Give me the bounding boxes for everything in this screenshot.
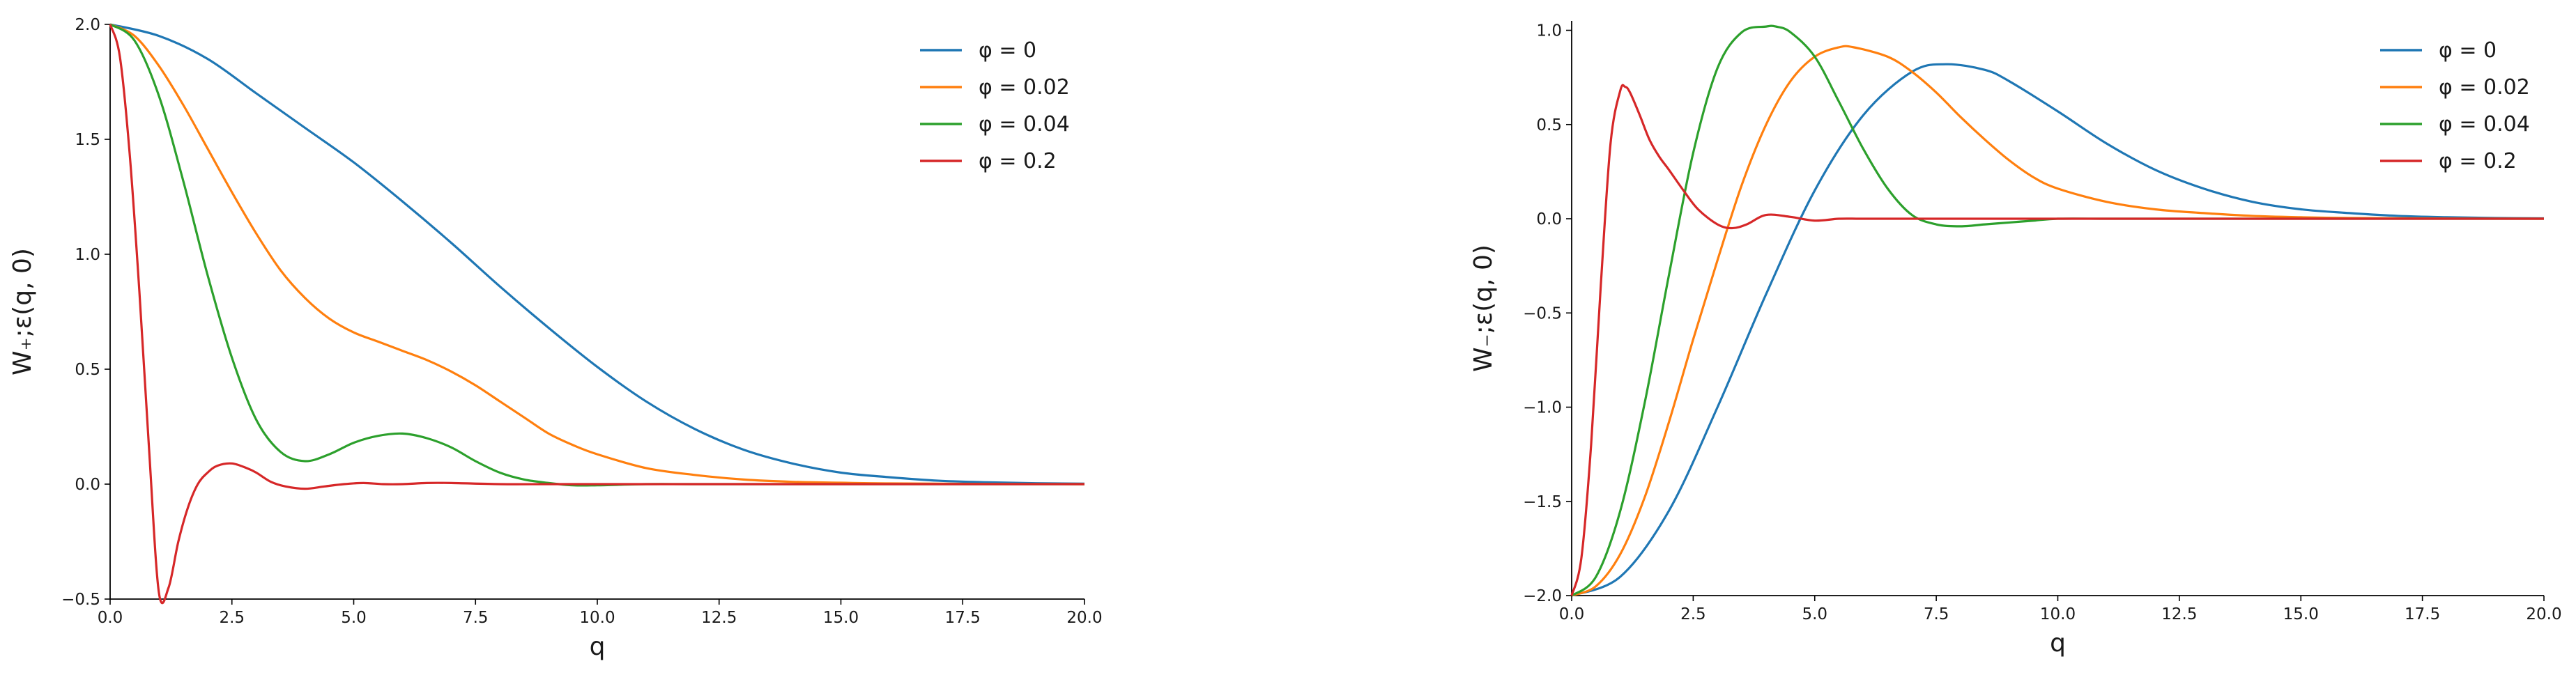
x-tick-label: 0.0 [1559, 605, 1585, 623]
x-tick-label: 17.5 [2405, 605, 2440, 623]
x-tick-label: 0.0 [98, 609, 123, 627]
y-tick-label: −0.5 [1523, 304, 1562, 323]
x-tick-label: 5.0 [341, 609, 367, 627]
x-tick-label: 12.5 [2161, 605, 2197, 623]
chart-panel-2: 0.0 2.5 5.0 7.5 10.0 12.5 15.0 17.5 20.0 −2.0 −1.5… [1469, 21, 2562, 658]
legend-label: φ = 0.02 [2439, 75, 2530, 100]
x-tick-label: 12.5 [701, 609, 737, 627]
y-tick-label: −1.5 [1523, 493, 1562, 511]
y-tick-label: −0.5 [61, 591, 100, 609]
legend-label: φ = 0.02 [979, 75, 1070, 100]
series-line [109, 24, 1084, 605]
legend-label: φ = 0 [979, 38, 1036, 63]
x-tick-label: 10.0 [2040, 605, 2076, 623]
y-tick-label: 1.0 [75, 246, 100, 264]
y-tick-label: 0.5 [75, 361, 100, 379]
x-tick-label: 10.0 [579, 609, 615, 627]
x-axis-label: q [2050, 629, 2066, 658]
x-axis-label: q [590, 633, 606, 661]
y-tick-label: −1.0 [1523, 399, 1562, 417]
series-line [1571, 45, 2545, 597]
series-line [1571, 63, 2545, 597]
x-tick-label: 15.0 [2283, 605, 2319, 623]
x-tick-label: 2.5 [1680, 605, 1706, 623]
legend-label: φ = 0.2 [979, 149, 1057, 173]
x-tick-label: 15.0 [823, 609, 859, 627]
series-line [109, 23, 1085, 486]
y-tick-label: 2.0 [75, 16, 100, 34]
x-tick-label: 20.0 [2526, 605, 2561, 623]
y-tick-label: 0.0 [75, 476, 100, 494]
legend-label: φ = 0.04 [979, 112, 1070, 137]
x-tick-label: 20.0 [1066, 609, 1102, 627]
chart-panel-1: 0.0 2.5 5.0 7.5 10.0 12.5 15.0 17.5 20.0−0.50.00… [8, 16, 1103, 661]
y-axis-label: W₊;ε(q, 0) [8, 248, 37, 375]
y-axis-label: W₋;ε(q, 0) [1469, 245, 1498, 372]
legend-label: φ = 0.2 [2439, 149, 2517, 173]
x-tick-label: 17.5 [945, 609, 981, 627]
y-tick-label: 0.0 [1536, 210, 1562, 228]
y-tick-label: 1.0 [1536, 22, 1562, 40]
y-tick-label: 0.5 [1536, 116, 1562, 134]
legend-label: φ = 0 [2439, 38, 2497, 63]
y-tick-label: 1.5 [75, 131, 100, 149]
y-tick-label: −2.0 [1523, 587, 1562, 605]
x-tick-label: 7.5 [1924, 605, 1949, 623]
x-tick-label: 2.5 [219, 609, 245, 627]
legend-label: φ = 0.04 [2439, 112, 2530, 137]
x-tick-label: 5.0 [1802, 605, 1827, 623]
series-line [1570, 84, 2544, 596]
series-line [109, 23, 1085, 485]
x-tick-label: 7.5 [463, 609, 489, 627]
